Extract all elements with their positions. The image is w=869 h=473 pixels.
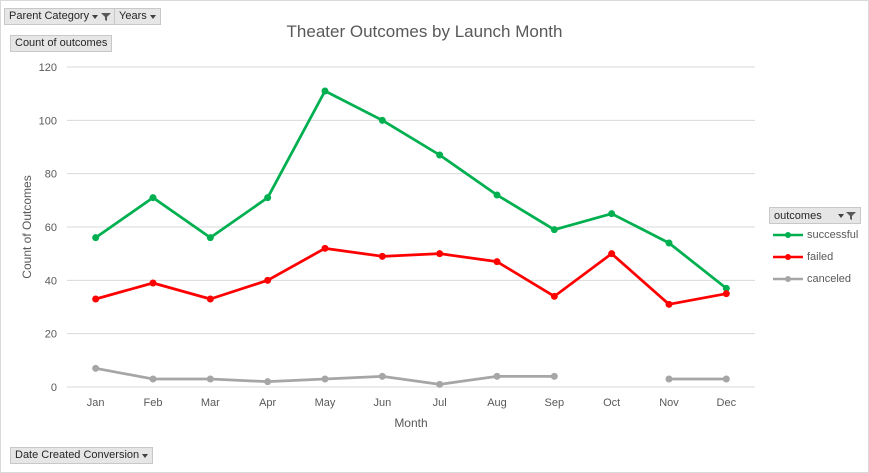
data-point-failed [722, 290, 730, 298]
data-point-canceled [149, 375, 157, 383]
axis-field-button[interactable]: Date Created Conversion [10, 447, 154, 464]
x-tick-label: Apr [259, 397, 276, 409]
data-point-canceled [264, 378, 272, 386]
data-point-successful [550, 226, 558, 234]
x-tick-label: Nov [659, 397, 679, 409]
axis-field-label: Date Created Conversion [15, 449, 140, 461]
series-line-failed [95, 246, 727, 306]
x-tick-label: Aug [487, 397, 507, 409]
x-tick-label: Jan [87, 397, 105, 409]
filter-funnel-icon [101, 12, 112, 21]
y-tick-label: 20 [45, 329, 57, 341]
x-tick-label: Jun [373, 397, 391, 409]
legend-item-failed[interactable]: failed [773, 246, 861, 268]
x-tick-label: Sep [545, 397, 565, 409]
data-point-successful [321, 87, 329, 95]
y-tick-label: 100 [39, 115, 57, 127]
data-point-canceled [722, 375, 730, 383]
data-point-failed [206, 295, 214, 303]
value-field-button[interactable]: Count of outcomes [10, 35, 113, 52]
legend-marker-failed [773, 254, 803, 260]
x-tick-label: May [315, 397, 336, 409]
data-point-failed [378, 252, 386, 260]
data-point-failed [493, 258, 501, 266]
parent-category-label: Parent Category [9, 10, 90, 22]
x-tick-label: Feb [144, 397, 163, 409]
y-tick-label: 0 [51, 382, 57, 394]
dropdown-arrow-icon [142, 453, 149, 458]
legend-title: outcomes [774, 209, 822, 222]
chart-title: Theater Outcomes by Launch Month [286, 22, 563, 41]
data-point-canceled [493, 372, 501, 380]
data-point-successful [206, 234, 214, 242]
y-axis-title: Count of Outcomes [20, 175, 34, 278]
y-tick-label: 120 [39, 62, 57, 74]
data-point-successful [92, 234, 100, 242]
series-line-successful [94, 89, 728, 290]
y-tick-label: 60 [45, 222, 57, 234]
data-point-canceled [436, 380, 444, 388]
data-point-canceled [321, 375, 329, 383]
dropdown-arrow-icon [838, 213, 844, 218]
data-point-successful [264, 194, 272, 202]
y-tick-label: 80 [45, 169, 57, 181]
data-point-failed [264, 276, 272, 284]
value-field-label: Count of outcomes [15, 37, 108, 49]
legend-label-canceled: canceled [807, 273, 852, 285]
data-point-canceled [92, 364, 100, 372]
data-point-canceled [206, 375, 214, 383]
data-point-successful [493, 191, 501, 199]
legend-label-failed: failed [807, 251, 834, 263]
legend-marker-canceled [773, 276, 803, 282]
data-point-failed [321, 244, 329, 252]
legend-label-successful: successful [807, 229, 859, 241]
x-tick-label: Oct [603, 397, 620, 409]
data-point-canceled [378, 372, 386, 380]
data-point-failed [665, 300, 673, 308]
data-point-successful [436, 151, 444, 159]
x-axis-title: Month [394, 416, 427, 430]
data-point-successful [378, 116, 386, 124]
x-tick-label: Dec [717, 397, 737, 409]
x-tick-label: Mar [201, 397, 220, 409]
data-point-successful [149, 194, 157, 202]
dropdown-arrow-icon [149, 14, 156, 19]
data-point-failed [436, 250, 444, 258]
years-filter-button[interactable]: Years [114, 8, 161, 25]
legend-item-canceled[interactable]: canceled [773, 268, 861, 290]
data-point-failed [608, 250, 616, 258]
legend-filter-button[interactable]: outcomes [769, 207, 861, 224]
y-tick-label: 40 [45, 275, 57, 287]
dropdown-arrow-icon [92, 14, 99, 19]
legend-marker-successful [773, 232, 803, 238]
data-point-canceled [550, 372, 558, 380]
data-point-failed [92, 295, 100, 303]
years-label: Years [119, 10, 147, 22]
data-point-successful [722, 284, 730, 292]
x-tick-label: Jul [433, 397, 447, 409]
data-point-canceled [665, 375, 673, 383]
data-point-successful [608, 210, 616, 218]
legend: outcomes successful failed canceled [769, 207, 861, 290]
data-point-successful [665, 239, 673, 247]
data-point-failed [149, 279, 157, 287]
filter-funnel-icon [846, 211, 856, 220]
data-point-failed [550, 292, 558, 300]
parent-category-filter-button[interactable]: Parent Category [4, 8, 117, 25]
legend-item-successful[interactable]: successful [773, 224, 861, 246]
